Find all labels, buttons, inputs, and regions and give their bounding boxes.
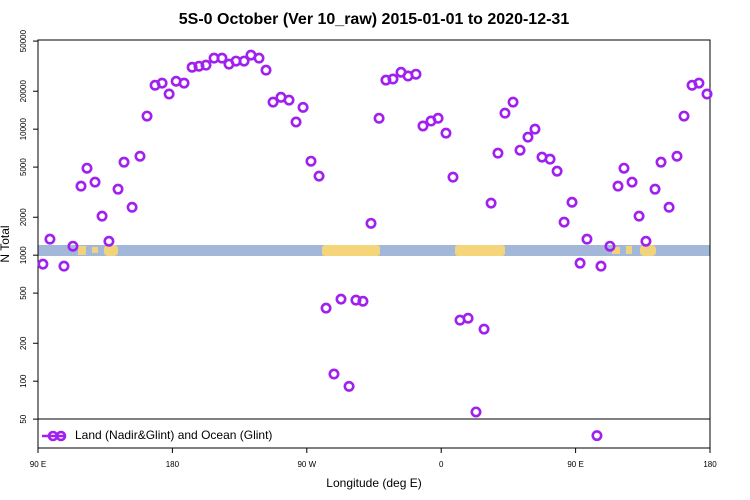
land-ocean-strip	[38, 245, 710, 256]
point	[118, 156, 130, 168]
y-tick-label: 50000	[19, 29, 28, 52]
point	[440, 127, 452, 139]
plot-frame	[37, 39, 711, 449]
y-tick-label: 5000	[19, 158, 28, 176]
point	[75, 180, 87, 192]
point	[618, 162, 630, 174]
point	[67, 240, 79, 252]
point	[604, 240, 616, 252]
y-axis-label: N Total	[0, 225, 12, 262]
point	[558, 216, 570, 228]
point	[551, 165, 563, 177]
point	[58, 260, 70, 272]
point	[178, 77, 190, 89]
point	[253, 52, 265, 64]
x-tick-label: 90 E	[567, 460, 583, 469]
point	[410, 68, 422, 80]
legend-marker	[55, 430, 67, 442]
point	[671, 150, 683, 162]
point	[335, 293, 347, 305]
point	[112, 183, 124, 195]
y-tick-label: 1000	[19, 246, 28, 264]
legend-label: Land (Nadir&Glint) and Ocean (Glint)	[75, 428, 272, 442]
point	[343, 380, 355, 392]
point	[238, 55, 250, 67]
x-tick-label: 0	[439, 460, 444, 469]
point	[373, 112, 385, 124]
point	[156, 77, 168, 89]
point	[186, 61, 198, 73]
x-axis-label: Longitude (deg E)	[326, 476, 421, 490]
point	[320, 302, 332, 314]
point	[514, 144, 526, 156]
point	[44, 233, 56, 245]
point	[163, 88, 175, 100]
point	[417, 120, 429, 132]
point	[126, 201, 138, 213]
point	[678, 110, 690, 122]
point	[134, 150, 146, 162]
point	[655, 156, 667, 168]
y-tick-label: 50	[19, 414, 28, 423]
point	[305, 155, 317, 167]
point	[640, 235, 652, 247]
x-tick-label: 90 E	[30, 460, 46, 469]
point	[328, 368, 340, 380]
point	[595, 260, 607, 272]
point	[432, 112, 444, 124]
point	[529, 123, 541, 135]
point	[581, 233, 593, 245]
point	[492, 147, 504, 159]
point	[470, 406, 482, 418]
x-tick-label: 180	[703, 460, 717, 469]
point	[357, 295, 369, 307]
y-tick-label: 100	[19, 374, 28, 388]
point	[701, 88, 713, 100]
point	[260, 64, 272, 76]
point	[283, 94, 295, 106]
point	[96, 210, 108, 222]
chart-title: 5S-0 October (Ver 10_raw) 2015-01-01 to …	[179, 11, 570, 28]
point	[200, 59, 212, 71]
point	[447, 171, 459, 183]
point	[522, 131, 534, 143]
point	[693, 77, 705, 89]
legend-item: Land (Nadir&Glint) and Ocean (Glint)	[42, 428, 272, 442]
point	[574, 257, 586, 269]
y-tick-label: 2000	[19, 208, 28, 226]
point	[507, 96, 519, 108]
y-tick-label: 10000	[19, 117, 28, 140]
point	[566, 196, 578, 208]
y-tick-label: 200	[19, 336, 28, 350]
point	[387, 73, 399, 85]
point	[37, 258, 49, 270]
y-tick-label: 20000	[19, 80, 28, 103]
point	[103, 235, 115, 247]
point	[297, 101, 309, 113]
x-tick-label: 180	[166, 460, 180, 469]
y-tick-label: 500	[19, 286, 28, 300]
point	[612, 180, 624, 192]
point	[313, 170, 325, 182]
point	[626, 176, 638, 188]
point	[499, 107, 511, 119]
point	[649, 183, 661, 195]
point	[544, 153, 556, 165]
point	[478, 323, 490, 335]
point	[290, 116, 302, 128]
point	[81, 162, 93, 174]
point	[89, 176, 101, 188]
point	[216, 52, 228, 64]
point	[141, 110, 153, 122]
point	[663, 201, 675, 213]
point	[462, 312, 474, 324]
point	[633, 210, 645, 222]
x-tick-label: 90 W	[297, 460, 316, 469]
point	[365, 217, 377, 229]
point	[267, 96, 279, 108]
point	[485, 197, 497, 209]
point	[591, 430, 603, 442]
